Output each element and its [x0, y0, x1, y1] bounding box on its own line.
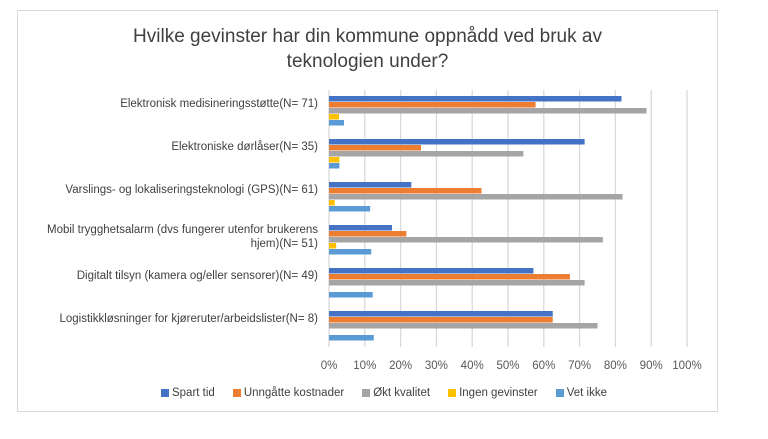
category-label: Varslings- og lokaliseringsteknologi (GP… — [65, 183, 318, 197]
bar-økt-kvalitet — [329, 151, 524, 157]
legend-label: Vet ikke — [566, 387, 607, 399]
legend-label: Spart tid — [171, 387, 215, 399]
bar-unngåtte-kostnader — [329, 145, 422, 151]
bar-ingen-gevinster — [329, 200, 335, 206]
legend-swatch — [448, 389, 457, 397]
legend: Spart tid Unngåtte kostnader Økt kvalitet I… — [0, 387, 768, 399]
bar-spart-tid — [329, 139, 585, 145]
x-tick-label: 10% — [353, 360, 376, 372]
x-tick-label: 80% — [604, 360, 627, 372]
bar-ingen-gevinster — [329, 243, 337, 249]
x-tick-label: 20% — [389, 360, 412, 372]
bar-vet-ikke — [329, 206, 371, 212]
bar-økt-kvalitet — [329, 194, 623, 200]
legend-label: Ingen gevinster — [459, 387, 538, 399]
bar-vet-ikke — [329, 120, 345, 126]
x-tick-label: 30% — [425, 360, 448, 372]
bar-vet-ikke — [329, 163, 340, 169]
category-label: Elektronisk medisineringsstøtte(N= 71) — [120, 97, 318, 111]
x-tick-label: 60% — [532, 360, 555, 372]
category-label-line: Mobil trygghetsalarm (dvs fungerer utenf… — [46, 224, 318, 236]
legend-swatch — [160, 389, 169, 397]
category-label: Digitalt tilsyn (kamera og/eller sensore… — [77, 269, 318, 283]
bar-økt-kvalitet — [329, 323, 598, 329]
chart-title: Hvilke gevinster har din kommune oppnådd… — [17, 24, 718, 74]
bar-vet-ikke — [329, 335, 374, 341]
legend-item: Økt kvalitet — [362, 387, 430, 399]
category-label: Mobil trygghetsalarm (dvs fungerer utenf… — [47, 223, 318, 251]
legend-item: Spart tid — [160, 387, 215, 399]
bar-unngåtte-kostnader — [329, 188, 482, 194]
bar-økt-kvalitet — [329, 237, 603, 243]
bar-ingen-gevinster — [329, 114, 340, 120]
bar-spart-tid — [329, 311, 553, 317]
bar-spart-tid — [329, 225, 393, 231]
x-tick-label: 70% — [568, 360, 591, 372]
category-label: Logistikkløsninger for kjøreruter/arbeid… — [59, 312, 318, 326]
bar-spart-tid — [329, 96, 622, 102]
bar-unngåtte-kostnader — [329, 274, 570, 280]
bar-unngåtte-kostnader — [329, 317, 553, 323]
category-label-line: Digitalt tilsyn (kamera og/eller sensore… — [76, 270, 318, 282]
x-tick-label: 100% — [672, 360, 701, 372]
x-tick-label: 50% — [496, 360, 519, 372]
legend-label: Økt kvalitet — [373, 387, 431, 399]
category-label-line: Elektronisk medisineringsstøtte(N= 71) — [120, 98, 318, 110]
x-tick-label: 90% — [640, 360, 663, 372]
legend-item: Unngåtte kostnader — [232, 387, 345, 399]
x-tick-label: 40% — [461, 360, 484, 372]
title-line-2: teknologien under? — [286, 51, 449, 72]
category-label-line: Varslings- og lokaliseringsteknologi (GP… — [65, 184, 318, 196]
bar-økt-kvalitet — [329, 280, 585, 286]
title-line-1: Hvilke gevinster har din kommune oppnådd… — [133, 26, 602, 47]
bar-vet-ikke — [329, 249, 372, 255]
legend-swatch — [362, 389, 371, 397]
legend-label: Unngåtte kostnader — [243, 387, 345, 399]
bar-vet-ikke — [329, 292, 373, 298]
bar-unngåtte-kostnader — [329, 231, 407, 237]
legend-item: Vet ikke — [555, 387, 607, 399]
bar-spart-tid — [329, 182, 412, 188]
category-label-line: Logistikkløsninger for kjøreruter/arbeid… — [59, 313, 318, 325]
bar-økt-kvalitet — [329, 108, 647, 114]
legend-swatch — [555, 389, 564, 397]
x-tick-label: 0% — [321, 360, 338, 372]
category-label: Elektroniske dørlåser(N= 35) — [171, 140, 318, 154]
category-label-line: Elektroniske dørlåser(N= 35) — [171, 141, 318, 153]
legend-swatch — [232, 389, 241, 397]
bar-unngåtte-kostnader — [329, 102, 536, 108]
chart-frame — [17, 10, 718, 412]
category-label-line: hjem)(N= 51) — [250, 238, 318, 250]
legend-item: Ingen gevinster — [448, 387, 538, 399]
bar-ingen-gevinster — [329, 157, 340, 163]
bar-spart-tid — [329, 268, 534, 274]
